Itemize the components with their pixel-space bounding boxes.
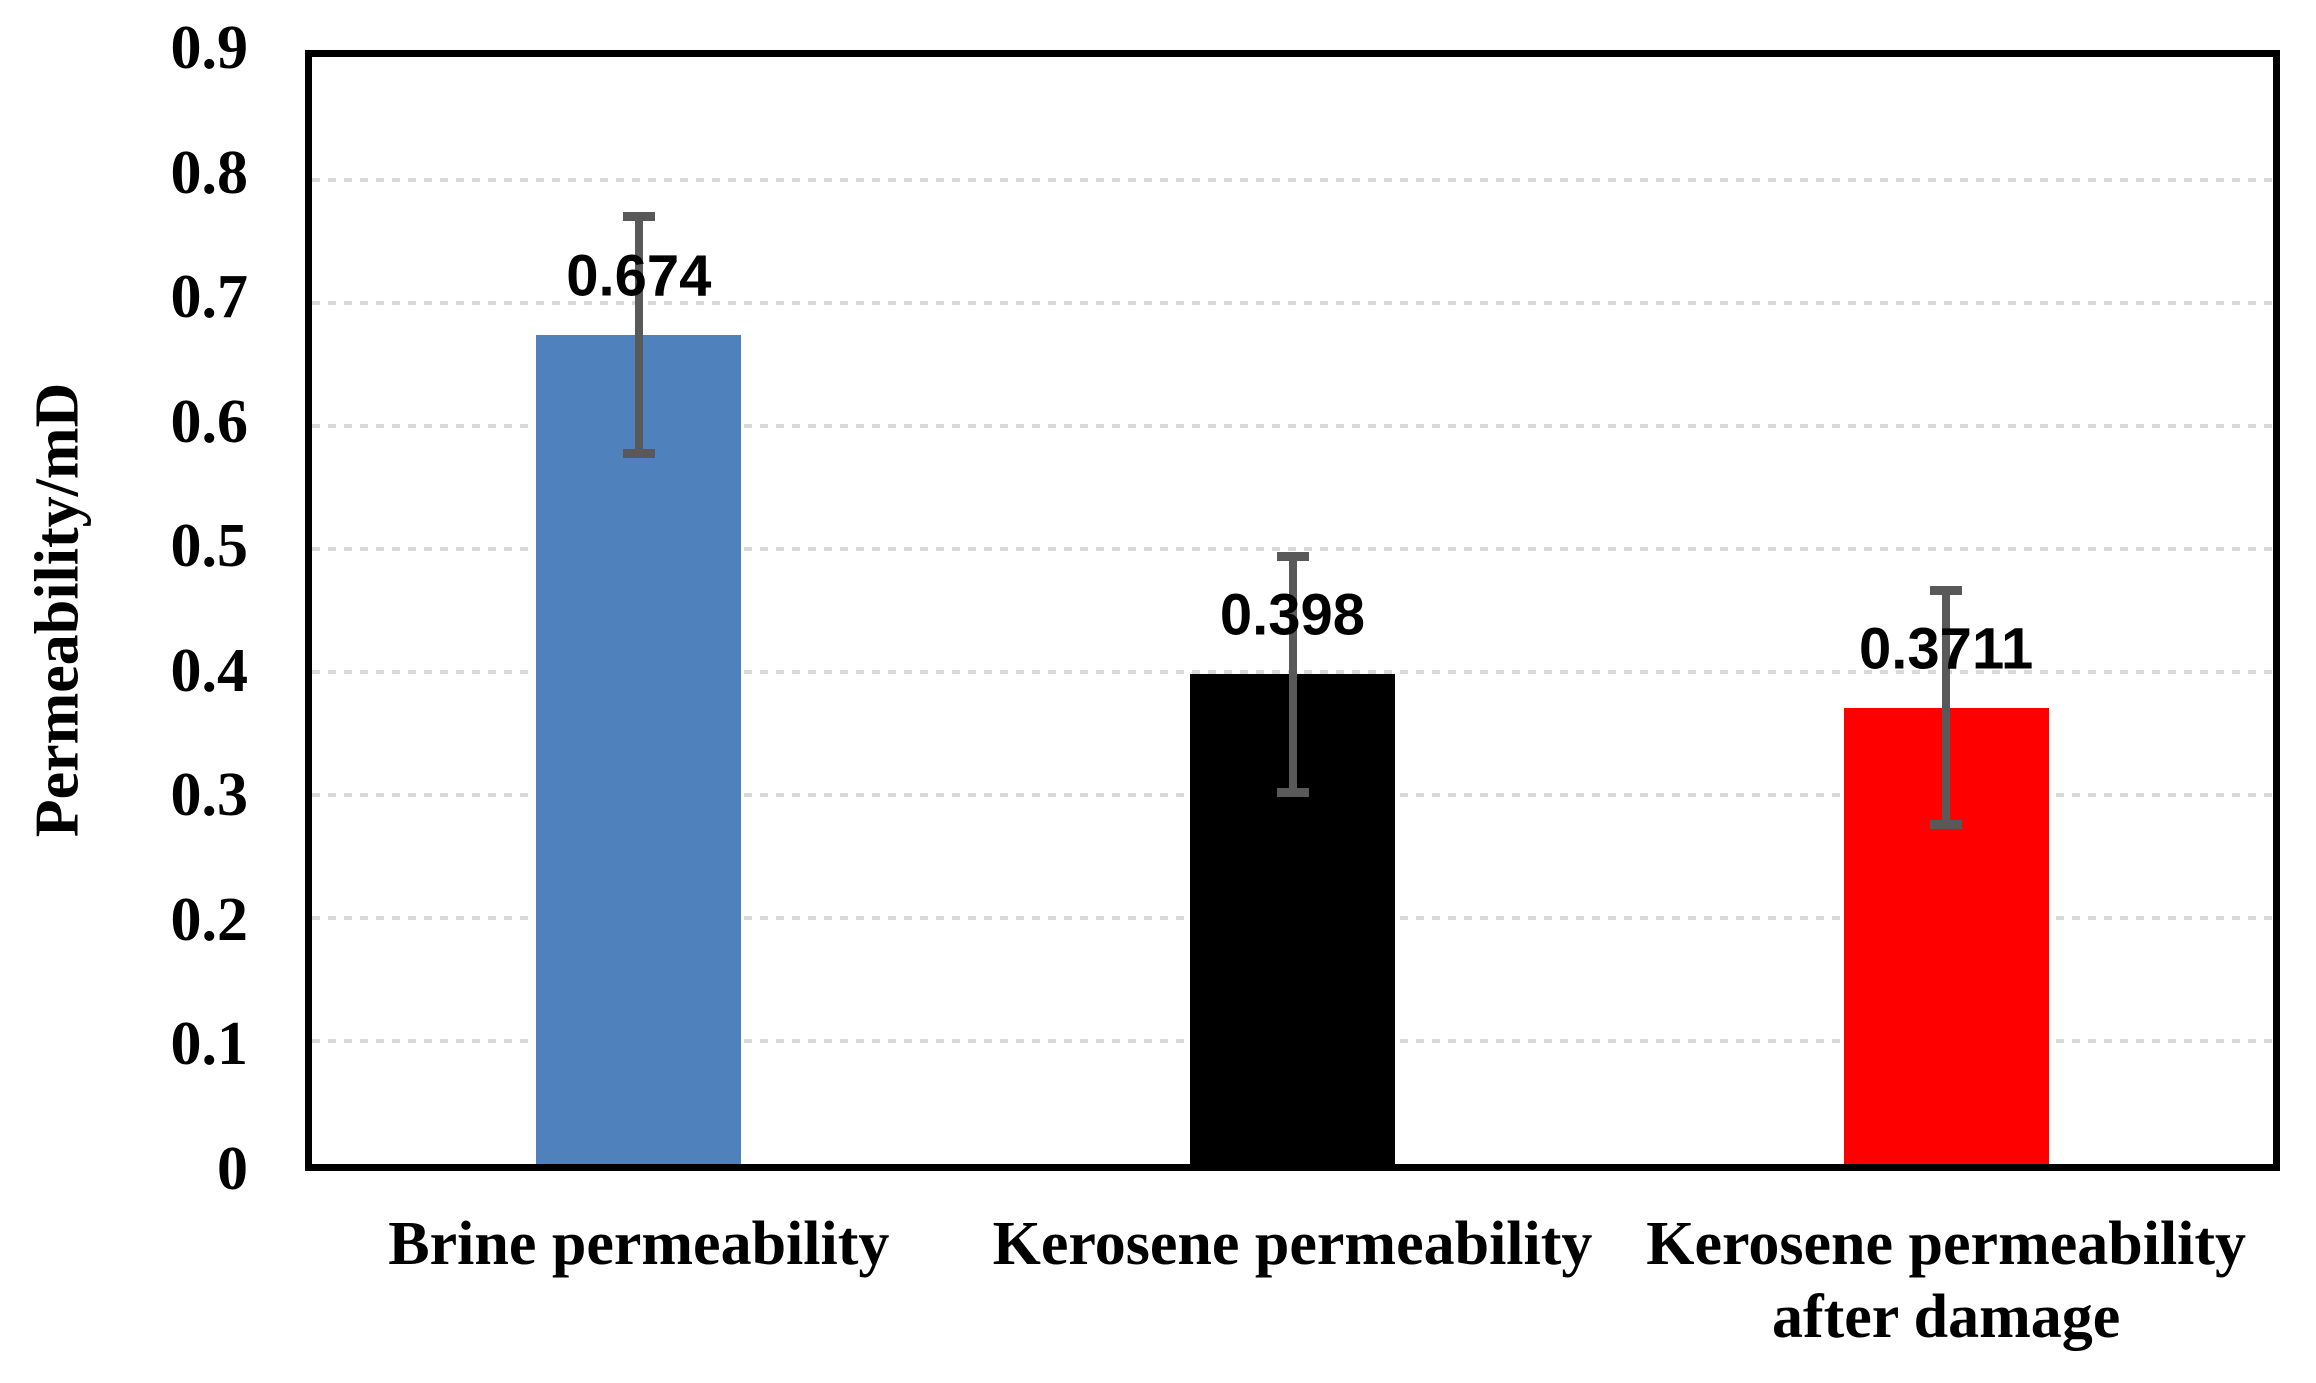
error-bar-cap-top-2 [1276, 551, 1309, 561]
plot-inner: 0.674 0.398 0.3711 [312, 57, 2273, 1164]
error-bar-cap-bottom-3 [1930, 819, 1963, 829]
data-label-2: 0.398 [1219, 582, 1366, 648]
gridline-0.8 [312, 178, 2273, 182]
category-label-1: Brine permeability [388, 1210, 890, 1278]
y-tick-label-0.8: 0.8 [170, 138, 249, 207]
error-bar-line-2 [1288, 556, 1297, 793]
error-bar-line-3 [1942, 590, 1951, 825]
category-label-2: Kerosene permeability [992, 1210, 1593, 1278]
y-tick-label-0.9: 0.9 [170, 14, 249, 83]
data-label-3: 0.3711 [1859, 616, 2034, 682]
category-label-3: Kerosene permeability after damage [1646, 1210, 2247, 1352]
gridline-0.6 [312, 424, 2273, 428]
y-tick-label-0.7: 0.7 [170, 263, 249, 332]
error-bar-cap-top-3 [1930, 586, 1963, 596]
y-axis-title: Permeability/mD [23, 382, 92, 838]
y-tick-label-0.5: 0.5 [170, 512, 249, 581]
bar-1 [536, 334, 742, 1164]
y-tick-label-0.2: 0.2 [170, 885, 249, 954]
error-bar-cap-bottom-1 [622, 448, 655, 458]
data-label-1: 0.674 [566, 243, 712, 309]
y-tick-label-0: 0 [217, 1135, 248, 1204]
gridline-0.5 [312, 547, 2273, 551]
plot-area: 0.674 0.398 0.3711 [305, 50, 2280, 1171]
y-tick-label-0.6: 0.6 [170, 387, 249, 456]
error-bar-cap-top-1 [622, 212, 655, 222]
y-tick-label-0.1: 0.1 [170, 1010, 249, 1079]
error-bar-line-1 [634, 216, 643, 454]
gridline-0.7 [312, 301, 2273, 305]
y-tick-label-0.4: 0.4 [170, 636, 249, 705]
y-tick-label-0.3: 0.3 [170, 761, 249, 830]
error-bar-cap-bottom-2 [1276, 788, 1309, 798]
